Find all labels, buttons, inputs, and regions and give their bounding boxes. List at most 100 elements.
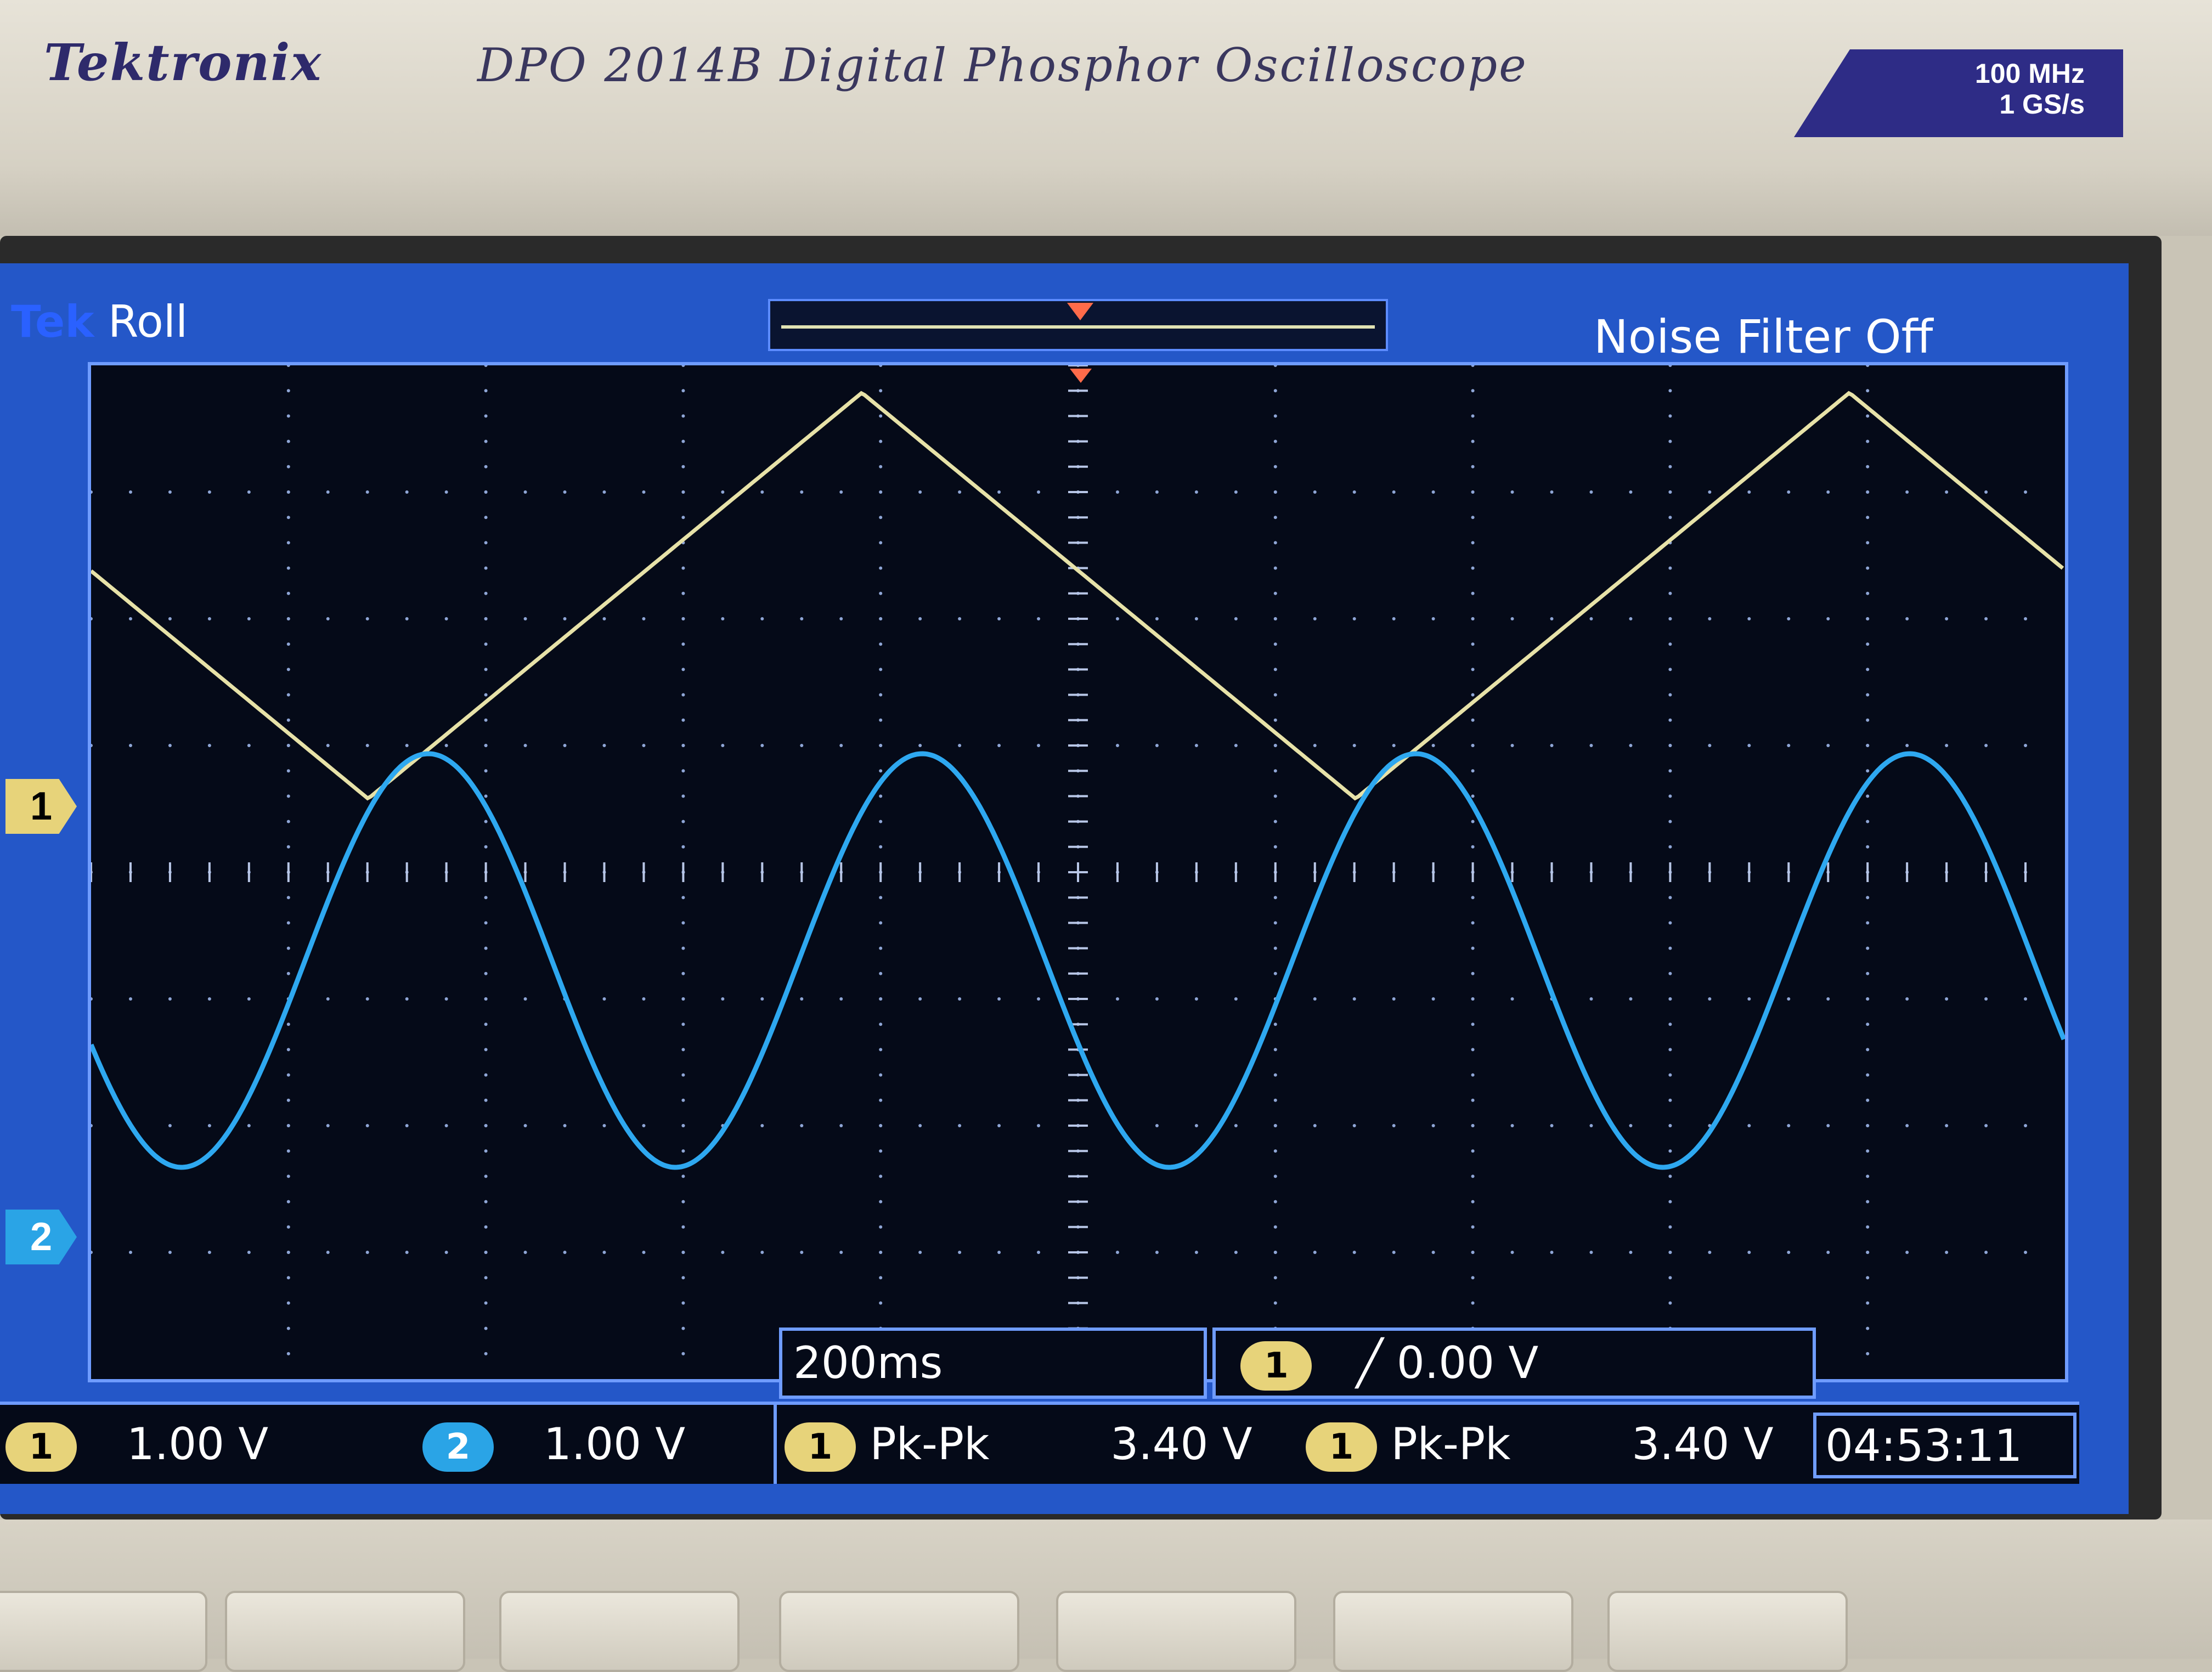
bezel-soft-key-1[interactable]	[0, 1591, 207, 1672]
grid-dot	[1905, 744, 1909, 747]
grid-dot	[997, 744, 1001, 747]
grid-dot	[681, 693, 685, 697]
grid-dot	[1352, 744, 1356, 747]
grid-dot	[2024, 617, 2028, 620]
grid-dot	[168, 1251, 172, 1254]
grid-dot	[1787, 744, 1791, 747]
grid-dot	[1471, 1023, 1475, 1026]
grid-dot	[365, 490, 369, 494]
grid-dot	[1589, 744, 1593, 747]
grid-dot	[128, 490, 132, 494]
grid-dot	[879, 617, 883, 620]
grid-dot	[879, 1251, 883, 1254]
grid-dot	[1668, 668, 1672, 671]
grid-dot	[286, 1200, 290, 1204]
grid-dot	[1866, 1174, 1870, 1178]
ch2-sine-waveform	[91, 751, 2065, 1170]
grid-dot	[523, 617, 527, 620]
grid-dot	[1826, 490, 1830, 494]
grid-dot	[1866, 997, 1870, 1001]
grid-dot	[1155, 997, 1159, 1001]
tek-logo: Tek	[11, 296, 94, 347]
ch1-triangle-waveform	[91, 391, 2064, 801]
grid-dot	[1866, 414, 1870, 418]
grid-dot	[1471, 971, 1475, 975]
grid-dot	[286, 516, 290, 519]
grid-dot	[1273, 516, 1277, 519]
grid-dot	[286, 794, 290, 798]
grid-dot	[681, 617, 685, 620]
grid-dot	[1668, 389, 1672, 393]
grid-dot	[1471, 693, 1475, 697]
bezel-soft-key-5[interactable]	[1056, 1591, 1296, 1672]
grid-dot	[879, 971, 883, 975]
trigger-readout: 1 ╱ 0.00 V	[1212, 1328, 1816, 1399]
grid-dot	[326, 617, 330, 620]
grid-dot	[207, 617, 211, 620]
grid-dot	[1550, 1124, 1554, 1127]
grid-dot	[1629, 490, 1633, 494]
acquisition-mode: Roll	[108, 296, 188, 347]
bezel-soft-key-7[interactable]	[1607, 1591, 1848, 1672]
grid-dot	[91, 617, 93, 620]
grid-dot	[484, 1326, 488, 1330]
grid-dot	[1984, 1124, 1988, 1127]
grid-dot	[1273, 389, 1277, 393]
grid-dot	[484, 1174, 488, 1178]
grid-dot	[484, 1276, 488, 1280]
grid-dot	[879, 591, 883, 595]
bezel-soft-key-4[interactable]	[779, 1591, 1019, 1672]
grid-dot	[484, 389, 488, 393]
measurement-2-channel-badge: 1	[1306, 1422, 1377, 1472]
bezel-soft-key-2[interactable]	[225, 1591, 465, 1672]
grid-dot	[247, 617, 251, 620]
grid-dot	[918, 744, 922, 747]
grid-dot	[1668, 414, 1672, 418]
divider	[774, 1405, 777, 1484]
grid-dot	[286, 365, 290, 367]
grid-dot	[958, 1251, 962, 1254]
grid-dot	[681, 1276, 685, 1280]
ch2-ground-marker[interactable]: 2	[5, 1210, 77, 1264]
grid-dot	[1905, 1124, 1909, 1127]
grid-dot	[721, 1251, 725, 1254]
grid-dot	[1668, 1174, 1672, 1178]
grid-dot	[1747, 490, 1751, 494]
grid-dot	[484, 718, 488, 722]
grid-dot	[128, 1251, 132, 1254]
grid-dot	[1550, 1251, 1554, 1254]
grid-dot	[326, 1124, 330, 1127]
grid-dot	[1273, 1098, 1277, 1102]
grid-dot	[1352, 490, 1356, 494]
grid-dot	[1194, 1124, 1198, 1127]
grid-dot	[286, 744, 290, 747]
grid-dot	[128, 617, 132, 620]
grid-dot	[1273, 617, 1277, 620]
grid-dot	[1984, 744, 1988, 747]
grid-dot	[681, 1174, 685, 1178]
grid-dot	[1471, 1276, 1475, 1280]
grid-dot	[1273, 1048, 1277, 1052]
grid-dot	[1826, 1251, 1830, 1254]
bezel-soft-key-6[interactable]	[1333, 1591, 1573, 1672]
grid-dot	[1668, 1073, 1672, 1077]
measurement-1: 1 Pk-Pk 3.40 V	[785, 1405, 1252, 1484]
ch1-scale: 1.00 V	[126, 1419, 269, 1470]
grid-dot	[1866, 465, 1870, 468]
grid-dot	[168, 744, 172, 747]
grid-dot	[1273, 439, 1277, 443]
grid-dot	[563, 490, 567, 494]
grid-dot	[286, 1276, 290, 1280]
grid-dot	[1668, 1149, 1672, 1153]
bezel-soft-key-3[interactable]	[499, 1591, 740, 1672]
grid-dot	[2024, 1124, 2028, 1127]
grid-dot	[484, 820, 488, 823]
grid-dot	[879, 642, 883, 646]
grid-dot	[326, 490, 330, 494]
grid-dot	[1115, 997, 1119, 1001]
grid-dot	[1945, 617, 1949, 620]
grid-dot	[1747, 1124, 1751, 1127]
grid-dot	[484, 365, 488, 367]
grid-dot	[681, 921, 685, 925]
grid-dot	[1037, 997, 1041, 1001]
